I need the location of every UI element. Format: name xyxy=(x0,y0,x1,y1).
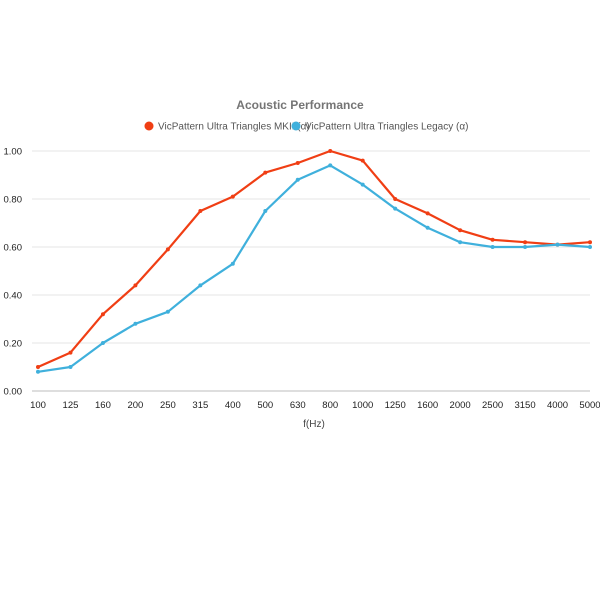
legend-item-1: VicPattern Ultra Triangles MKII (α) xyxy=(144,121,310,133)
data-point xyxy=(523,245,528,249)
data-point xyxy=(425,225,430,230)
series-1 xyxy=(36,149,592,369)
x-tick-label: 5000 xyxy=(579,400,600,411)
data-point xyxy=(133,283,138,288)
x-tick-label: 315 xyxy=(192,400,208,411)
y-tick-label: 0.00 xyxy=(4,387,23,398)
data-point xyxy=(295,177,300,182)
x-tick-label: 1000 xyxy=(352,400,373,411)
series-lines xyxy=(36,149,592,374)
data-point xyxy=(295,161,300,165)
y-tick-label: 0.20 xyxy=(4,339,23,350)
data-point xyxy=(425,211,430,216)
data-point xyxy=(230,261,235,266)
data-point xyxy=(555,242,560,247)
x-tick-label: 2000 xyxy=(450,400,471,411)
x-tick-label: 2500 xyxy=(482,400,503,411)
y-axis-ticks: 0.00 0.20 0.40 0.60 0.80 1.00 xyxy=(4,147,23,398)
data-point xyxy=(36,365,40,369)
x-tick-label: 400 xyxy=(225,400,241,411)
chart-legend: VicPattern Ultra Triangles MKII (α)VicPa… xyxy=(144,121,468,133)
data-point xyxy=(393,206,398,211)
series-line xyxy=(37,164,591,373)
x-tick-label: 250 xyxy=(160,400,176,411)
x-tick-label: 125 xyxy=(63,400,79,411)
data-point xyxy=(523,240,528,245)
data-point xyxy=(68,365,73,369)
data-point xyxy=(458,240,463,245)
data-point xyxy=(36,369,40,374)
data-point xyxy=(230,194,235,199)
data-point xyxy=(133,321,138,326)
x-tick-label: 800 xyxy=(322,400,338,411)
legend-marker xyxy=(144,121,154,131)
series-line xyxy=(37,149,591,369)
data-point xyxy=(165,247,170,252)
series-2 xyxy=(36,163,592,374)
data-point xyxy=(588,245,592,249)
data-point xyxy=(198,283,203,288)
legend-marker xyxy=(291,121,301,131)
x-tick-label: 200 xyxy=(127,400,143,411)
chart-title: Acoustic Performance xyxy=(236,98,364,112)
x-tick-label: 630 xyxy=(290,400,306,411)
legend-label: VicPattern Ultra Triangles MKII (α) xyxy=(158,122,310,133)
data-point xyxy=(100,341,105,345)
data-point xyxy=(198,209,203,213)
x-tick-label: 160 xyxy=(95,400,111,411)
data-point xyxy=(100,312,105,317)
data-point xyxy=(458,228,463,233)
y-tick-label: 0.60 xyxy=(4,243,23,254)
data-point xyxy=(263,170,268,175)
x-tick-label: 100 xyxy=(30,400,46,411)
data-point xyxy=(490,245,495,249)
data-point xyxy=(328,163,333,168)
x-tick-label: 1250 xyxy=(385,400,406,411)
x-tick-label: 500 xyxy=(257,400,273,411)
data-point xyxy=(360,158,365,163)
data-point xyxy=(588,240,592,245)
x-tick-label: 3150 xyxy=(514,400,535,411)
y-tick-label: 0.80 xyxy=(4,195,23,206)
legend-item-2: VicPattern Ultra Triangles Legacy (α) xyxy=(291,121,468,133)
data-point xyxy=(393,197,398,201)
y-tick-label: 1.00 xyxy=(4,147,23,158)
data-point xyxy=(165,309,170,314)
x-tick-label: 1600 xyxy=(417,400,438,411)
x-axis-ticks: 100 125 160 200 250 315 400 500 630 800 1000 1250 16… xyxy=(30,400,600,411)
y-tick-label: 0.40 xyxy=(4,291,23,302)
x-tick-label: 4000 xyxy=(547,400,568,411)
data-point xyxy=(328,149,333,153)
data-point xyxy=(68,350,73,355)
data-point xyxy=(263,209,268,213)
data-point xyxy=(490,237,495,242)
x-axis-label: f(Hz) xyxy=(303,419,325,430)
gridlines xyxy=(32,150,590,392)
legend-label: VicPattern Ultra Triangles Legacy (α) xyxy=(305,122,468,133)
data-point xyxy=(360,182,365,187)
